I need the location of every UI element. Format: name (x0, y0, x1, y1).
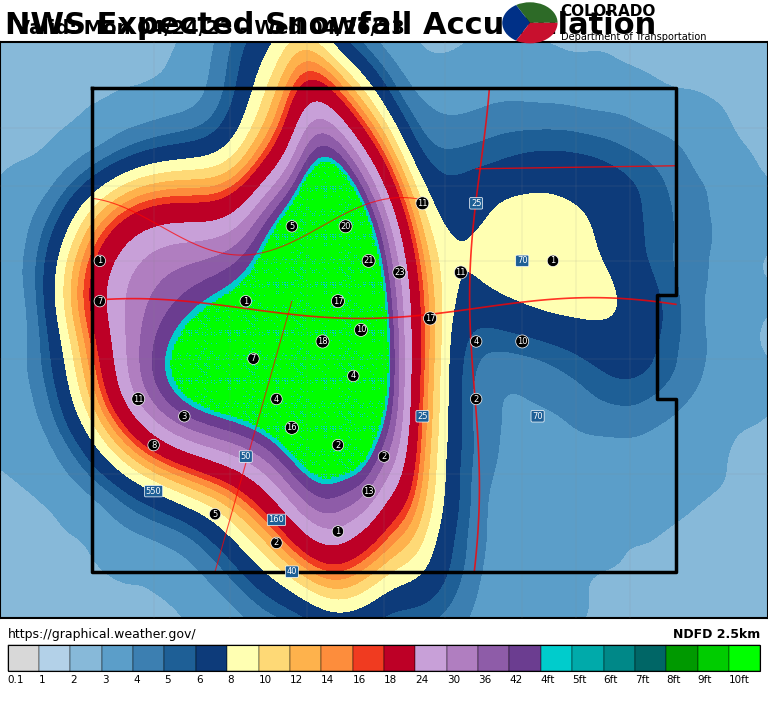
Bar (729, 646, 760, 671)
Text: 40: 40 (286, 567, 297, 576)
Text: 18: 18 (317, 337, 328, 346)
Text: Department of Transportation: Department of Transportation (561, 32, 706, 41)
Text: 25: 25 (471, 199, 482, 208)
Bar (353, 646, 384, 671)
Text: 1: 1 (551, 256, 555, 265)
Text: 10: 10 (356, 326, 366, 334)
Text: 2: 2 (336, 441, 340, 449)
Bar (133, 646, 164, 671)
Bar (697, 646, 729, 671)
Text: 4: 4 (351, 371, 356, 380)
Text: 17: 17 (333, 297, 343, 305)
Text: 9ft: 9ft (697, 675, 712, 685)
Text: 1: 1 (243, 297, 248, 305)
Text: 4: 4 (474, 337, 478, 346)
Bar (39, 646, 71, 671)
Text: 6ft: 6ft (604, 675, 618, 685)
Text: 14: 14 (321, 675, 335, 685)
Bar (478, 646, 509, 671)
Text: 16: 16 (286, 423, 297, 432)
Text: 160: 160 (269, 515, 284, 524)
Text: 2: 2 (71, 675, 77, 685)
Text: 6: 6 (196, 675, 203, 685)
Text: Valid: Mon 04/24/23 - Wed 04/26/23: Valid: Mon 04/24/23 - Wed 04/26/23 (15, 19, 405, 38)
Bar (164, 646, 196, 671)
Text: 17: 17 (425, 314, 435, 323)
Text: 2: 2 (274, 538, 279, 548)
Bar (384, 646, 415, 671)
Text: 30: 30 (447, 675, 460, 685)
Text: 8: 8 (227, 675, 233, 685)
Bar (227, 646, 259, 671)
Text: 2: 2 (474, 395, 478, 404)
Text: NWS Expected Snowfall Accumulation: NWS Expected Snowfall Accumulation (5, 11, 656, 39)
Bar (604, 646, 635, 671)
Bar (635, 646, 666, 671)
Text: 25: 25 (417, 412, 428, 420)
Text: https://graphical.weather.gov/: https://graphical.weather.gov/ (8, 628, 197, 641)
Text: 7: 7 (98, 297, 102, 305)
Text: 21: 21 (363, 256, 374, 265)
Text: 4ft: 4ft (541, 675, 555, 685)
Text: 1: 1 (336, 527, 340, 536)
Text: 36: 36 (478, 675, 492, 685)
Text: 50: 50 (240, 452, 251, 461)
Bar (196, 646, 227, 671)
Bar (415, 646, 447, 671)
Text: 3: 3 (101, 675, 108, 685)
Text: 4: 4 (274, 395, 279, 404)
Text: 23: 23 (394, 268, 405, 277)
Wedge shape (516, 2, 558, 23)
Text: 13: 13 (363, 486, 374, 496)
Text: 11: 11 (133, 395, 144, 404)
Text: 7ft: 7ft (635, 675, 649, 685)
Wedge shape (502, 5, 530, 41)
Text: 20: 20 (340, 222, 351, 231)
Bar (290, 646, 321, 671)
Bar (8, 646, 39, 671)
Text: 11: 11 (417, 199, 428, 208)
Bar (447, 646, 478, 671)
Text: 12: 12 (290, 675, 303, 685)
Text: 5: 5 (290, 222, 294, 231)
Text: 2: 2 (382, 452, 386, 461)
Text: 3: 3 (182, 412, 187, 420)
Text: 0.1: 0.1 (8, 675, 24, 685)
Bar (572, 646, 604, 671)
Text: 16: 16 (353, 675, 366, 685)
Text: 5ft: 5ft (572, 675, 587, 685)
Bar (321, 646, 353, 671)
Wedge shape (516, 23, 558, 44)
Text: 10: 10 (259, 675, 272, 685)
Text: 70: 70 (517, 256, 528, 265)
Bar (71, 646, 101, 671)
Text: 42: 42 (509, 675, 523, 685)
Text: 10: 10 (517, 337, 528, 346)
Text: 7: 7 (251, 355, 256, 363)
Bar (259, 646, 290, 671)
Text: 1: 1 (39, 675, 45, 685)
Text: 5: 5 (164, 675, 171, 685)
Bar (541, 646, 572, 671)
Text: 1: 1 (98, 256, 102, 265)
Text: 8ft: 8ft (666, 675, 680, 685)
Text: 24: 24 (415, 675, 429, 685)
Bar (101, 646, 133, 671)
Text: 5: 5 (213, 510, 217, 519)
Text: NDFD 2.5km: NDFD 2.5km (673, 628, 760, 641)
Text: 18: 18 (384, 675, 397, 685)
Text: 550: 550 (146, 486, 161, 496)
Text: 10ft: 10ft (729, 675, 750, 685)
Text: 70: 70 (532, 412, 543, 420)
Text: 8: 8 (151, 441, 156, 449)
Text: COLORADO: COLORADO (561, 4, 656, 19)
Text: 4: 4 (133, 675, 140, 685)
Bar (8, 646, 760, 671)
Text: 11: 11 (455, 268, 466, 277)
Bar (509, 646, 541, 671)
Bar (666, 646, 697, 671)
